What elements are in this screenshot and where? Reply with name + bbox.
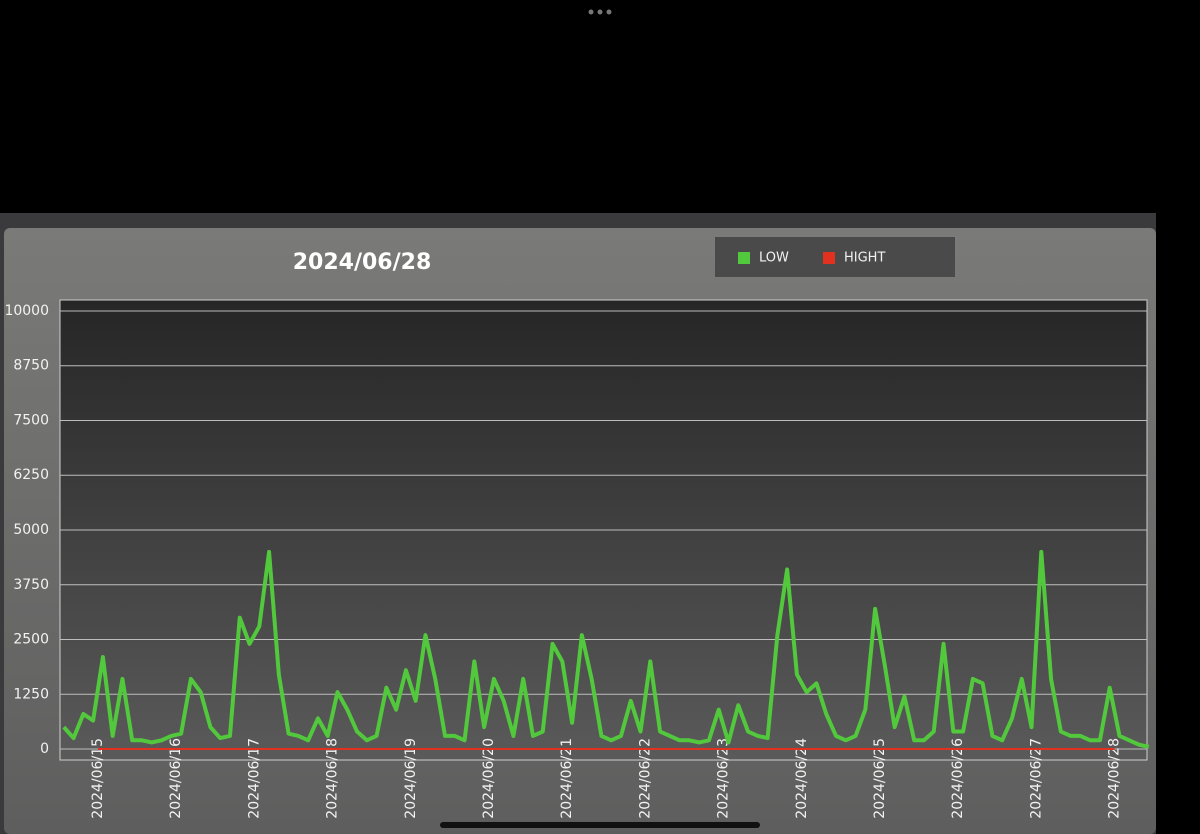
y-tick-label: 2500 bbox=[13, 632, 49, 648]
x-tick-label: 2024/06/21 bbox=[559, 738, 575, 819]
x-tick-label: 2024/06/25 bbox=[872, 738, 888, 819]
y-tick-label: 5000 bbox=[13, 522, 49, 538]
y-tick-label: 1250 bbox=[13, 686, 49, 702]
x-tick-label: 2024/06/15 bbox=[90, 738, 106, 819]
x-tick-label: 2024/06/18 bbox=[325, 738, 341, 819]
x-tick-label: 2024/06/19 bbox=[403, 738, 419, 819]
more-dots bbox=[588, 9, 612, 15]
home-indicator bbox=[440, 822, 760, 828]
y-tick-label: 7500 bbox=[13, 412, 49, 428]
x-tick-label: 2024/06/17 bbox=[246, 738, 262, 819]
x-tick-label: 2024/06/20 bbox=[481, 738, 497, 819]
y-tick-label: 3750 bbox=[13, 577, 49, 593]
x-tick-label: 2024/06/27 bbox=[1028, 738, 1044, 819]
x-tick-label: 2024/06/26 bbox=[950, 738, 966, 819]
x-tick-label: 2024/06/24 bbox=[794, 738, 810, 819]
legend-swatch bbox=[738, 252, 750, 264]
y-tick-label: 10000 bbox=[4, 303, 49, 319]
x-tick-label: 2024/06/23 bbox=[716, 738, 732, 819]
legend-label: HIGHT bbox=[844, 251, 885, 266]
legend-swatch bbox=[823, 252, 835, 264]
y-tick-label: 0 bbox=[40, 741, 49, 757]
legend-label: LOW bbox=[759, 251, 789, 266]
line-low bbox=[62, 549, 1150, 749]
chart-title: 2024/06/28 bbox=[293, 250, 432, 275]
x-tick-label: 2024/06/22 bbox=[637, 738, 653, 819]
y-tick-label: 6250 bbox=[13, 467, 49, 483]
y-tick-label: 8750 bbox=[13, 358, 49, 374]
x-tick-label: 2024/06/16 bbox=[168, 738, 184, 819]
x-tick-label: 2024/06/28 bbox=[1107, 738, 1123, 819]
